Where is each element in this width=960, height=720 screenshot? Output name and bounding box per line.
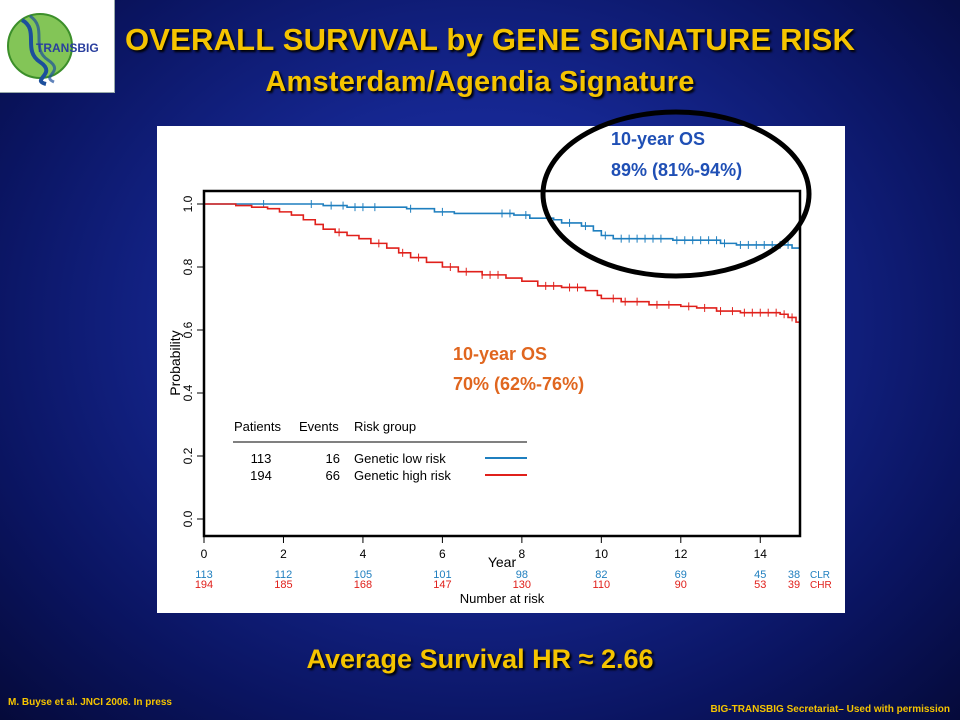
x-tick-label: 0 [201, 547, 208, 561]
risk-table-chr-value: 147 [433, 579, 451, 591]
x-tick-label: 8 [519, 547, 526, 561]
high-risk-os-label-line1: 10-year OS [453, 344, 547, 364]
x-tick-label: 4 [360, 547, 367, 561]
risk-table-chr-value: 90 [675, 579, 687, 591]
permission-footer: BIG-TRANSBIG Secretariat– Used with perm… [710, 704, 950, 715]
legend-header-patients: Patients [234, 419, 281, 434]
x-tick-label: 6 [439, 547, 446, 561]
legend-low-group: Genetic low risk [354, 451, 446, 466]
y-tick-label: 0.2 [181, 447, 195, 464]
legend-high-events: 66 [326, 468, 340, 483]
hazard-ratio-text: Average Survival HR ≈ 2.66 [0, 644, 960, 675]
x-tick-label: 10 [595, 547, 609, 561]
risk-table-chr-value: 39 [788, 579, 800, 591]
slide-title-line2: Amsterdam/Agendia Signature [0, 66, 960, 99]
legend-low-patients: 113 [251, 451, 272, 466]
y-tick-label: 1.0 [181, 195, 195, 212]
risk-table-chr-value: 53 [754, 579, 766, 591]
legend-header-events: Events [299, 419, 339, 434]
x-tick-label: 12 [674, 547, 688, 561]
y-tick-label: 0.0 [181, 510, 195, 527]
legend-high-group: Genetic high risk [354, 468, 451, 483]
legend-high-patients: 194 [250, 468, 272, 483]
y-tick-label: 0.6 [181, 321, 195, 338]
x-tick-label: 2 [280, 547, 287, 561]
risk-table-chr-value: 168 [354, 579, 372, 591]
x-tick-label: 14 [754, 547, 768, 561]
survival-chart-panel: 0 2 4 6 8 10 12 14 0.0 0.2 0.4 0.6 0.8 1.0 Year Probabi… [157, 126, 845, 613]
y-axis-label: Probability [167, 330, 183, 395]
survival-curve-high-risk [204, 204, 800, 324]
survival-chart: 0 2 4 6 8 10 12 14 0.0 0.2 0.4 0.6 0.8 1.0 Year Probabi… [157, 126, 845, 613]
legend-header-risk-group: Risk group [354, 419, 416, 434]
citation-footer: M. Buyse et al. JNCI 2006. In press [8, 697, 172, 708]
risk-table-row-label: CHR [810, 580, 832, 591]
slide-title-line1: OVERALL SURVIVAL by GENE SIGNATURE RISK [10, 22, 960, 58]
risk-table-chr-value: 110 [593, 579, 611, 591]
y-tick-label: 0.8 [181, 258, 195, 275]
risk-table-title: Number at risk [460, 591, 545, 606]
x-axis-label: Year [488, 554, 517, 570]
high-risk-os-label-line2: 70% (62%-76%) [453, 374, 584, 394]
risk-table-chr-value: 185 [274, 579, 292, 591]
y-tick-label: 0.4 [181, 384, 195, 401]
risk-table-chr-value: 194 [195, 579, 213, 591]
risk-table-chr-value: 130 [513, 579, 531, 591]
legend-low-events: 16 [326, 451, 340, 466]
